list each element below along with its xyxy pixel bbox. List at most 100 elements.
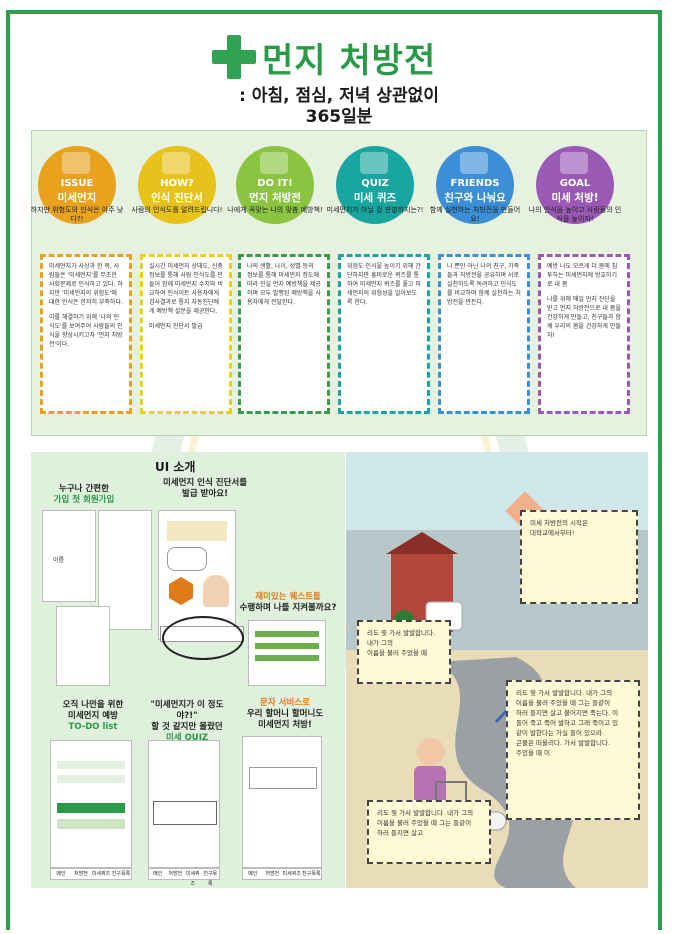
quiz-screen <box>148 740 220 868</box>
caption-sms-line1: 문자 서비스로 <box>260 698 310 708</box>
caption-quest-line1: 재미있는 퀘스트를 <box>255 592 321 602</box>
caption-todo: 오직 나만을 위한 미세먼지 예방 TO-DO list <box>48 700 138 733</box>
card-body-text-2: 미세먼지 진단서 발급 <box>149 323 203 330</box>
quiz-answer-box[interactable] <box>153 801 217 825</box>
tab-3[interactable]: 미세퀴즈 <box>91 871 111 877</box>
bubble-story-3: 리도 뭣 가서 발발합니다. 내가 그의 이름을 불러 주었을 때 그는 들같이… <box>367 800 491 864</box>
category-description: 나에게 꼭맞는 나의 맞춤 예방책! <box>227 206 323 214</box>
bubble-university: 미세 처방전의 시작은 대학교에서부터! <box>520 510 638 604</box>
caption-signup-line1: 누구나 간편한 <box>59 484 109 494</box>
diagnosis-header-card <box>167 521 227 541</box>
category-description: 하지만 위험도의 인식은 아주 낮다?! <box>30 206 124 223</box>
caption-signup: 누구나 간편한 가입 첫 회원가입 <box>44 484 124 506</box>
tab-4[interactable]: 친구목록 <box>111 871 131 877</box>
caption-diagnosis-line1: 미세먼지 인식 진단서를 <box>162 478 248 488</box>
trophy-icon <box>560 152 588 174</box>
caption-sms-line2: 우리 할머니 할머니도 <box>246 709 324 719</box>
card-body-text: 미세먼지가 사상과 한 목, 사람들은 '미세먼지'를 무조한 사회문제로 인식… <box>49 263 123 306</box>
page-title: 먼지 처방전 <box>262 41 437 81</box>
tab-4[interactable]: 친구목록 <box>302 871 321 877</box>
speech-bubble <box>167 547 207 571</box>
quest-progress-bar <box>255 631 319 637</box>
category-description: 나의 인식을 높이고 사람들의 인식을 높이자! <box>528 206 622 223</box>
caption-quiz-line1: "미세먼지가 이 정도야?!" <box>150 700 224 721</box>
sms-message <box>249 767 317 789</box>
category-ko-label: 먼지 처방전 <box>249 192 301 204</box>
category-en-label: HOW? <box>160 178 194 189</box>
tab-2[interactable]: 처방전 <box>168 871 183 877</box>
tab-2[interactable]: 처방전 <box>74 871 88 877</box>
category-description: 사람의 인식도를 알려드립니다! <box>131 206 223 214</box>
caption-quest-line2: 수행하며 나를 지켜볼까요? <box>239 603 337 613</box>
todo-item[interactable] <box>57 775 125 783</box>
todo-item[interactable] <box>57 761 125 769</box>
category-ko-label: 친구와 나눠요 <box>444 192 506 204</box>
highlight-circle <box>162 616 244 660</box>
clipboard-icon <box>162 152 190 174</box>
category-badge-3: DO IT! 먼지 처방전 나에게 꼭맞는 나의 맞춤 예방책! <box>227 146 323 224</box>
card-body-text: 나 뿐만 아닌 나의 친구, 가족들과 처방전을 공유하며 서로 실천하도록 독… <box>447 263 521 306</box>
page-subtitle: : 아침, 점심, 저녁 상관없이 365일분 <box>0 86 678 128</box>
caption-sms: 문자 서비스로 우리 할머니 할머니도 미세먼지 처방! <box>238 698 332 731</box>
category-card-2: 실시간 미세먼지 상태도, 신중 정보를 통해 사람 인식도를 만들어 함께 미… <box>140 254 232 414</box>
tab-1[interactable]: 메인 <box>56 871 66 877</box>
caption-quiz: "미세먼지가 이 정도야?!" 할 것 같지만 몰랐던 미세 QUIZ <box>142 700 232 744</box>
card-body-text: 위험도 인식을 높이기 위해 간단하지만 흥미로운 퀴즈를 통하여 미세먼지 퀴… <box>347 263 421 306</box>
caption-signup-line2: 가입 첫 회원가입 <box>53 495 115 505</box>
category-en-label: FRIENDS <box>450 178 500 189</box>
category-ko-label: 인식 진단서 <box>151 192 203 204</box>
todo-screen <box>50 740 132 868</box>
category-badge-6: GOAL 미세 처방! 나의 인식을 높이고 사람들의 인식을 높이자! <box>529 146 621 224</box>
tab-bar: 메인 처방전 미세퀴즈 친구목록 <box>50 868 132 880</box>
card-body-text: 예방 나도 모르게 더 몸에 침투하는 미세먼지에 방호하기로 내 몸 <box>547 263 618 288</box>
caption-quiz-line3: 미세 QUIZ <box>165 733 209 743</box>
caption-diagnosis-line2: 발급 받아요! <box>182 489 228 499</box>
category-badge-4: QUIZ 미세 퀴즈 미세먼지가 아닐 걸 판별하지는?! <box>327 146 423 224</box>
todo-item-done[interactable] <box>57 803 125 813</box>
shield-badge-icon <box>169 577 193 605</box>
card-body-text-2: 나를 위해 매일 먼지 진단을 받고 먼지 처방전으로 내 몸을 건강하게 만들… <box>547 296 621 339</box>
category-en-label: QUIZ <box>361 178 389 189</box>
category-ko-label: 미세 처방! <box>551 192 599 204</box>
quest-progress-bar <box>255 643 319 649</box>
sms-screen <box>242 736 322 868</box>
caption-diagnosis: 미세먼지 인식 진단서를 발급 받아요! <box>150 478 260 500</box>
category-card-5: 나 뿐만 아닌 나의 친구, 가족들과 처방전을 공유하며 서로 실천하도록 독… <box>438 254 530 414</box>
caption-sms-line3: 미세먼지 처방! <box>258 720 312 730</box>
alert-sign-icon <box>62 152 90 174</box>
tab-3[interactable]: 미세퀴즈 <box>185 871 200 887</box>
page-frame <box>6 10 662 930</box>
category-card-4: 위험도 인식을 높이기 위해 간단하지만 흥미로운 퀴즈를 통하여 미세먼지 퀴… <box>338 254 430 414</box>
tab-2[interactable]: 처방전 <box>265 871 280 877</box>
tab-bar: 메인 처방전 미세퀴즈 친구목록 <box>148 868 220 887</box>
card-body-text: 실시간 미세먼지 상태도, 신중 정보를 통해 사람 인식도를 만들어 함께 미… <box>149 263 223 315</box>
tab-3[interactable]: 미세퀴즈 <box>282 871 301 877</box>
category-en-label: ISSUE <box>60 178 94 189</box>
grandma-head <box>417 738 445 766</box>
ui-section-title: UI 소개 <box>155 460 196 474</box>
category-en-label: GOAL <box>559 178 591 189</box>
category-ko-label: 미세먼지 <box>57 192 97 204</box>
card-body-text-2: 이를 해결하기 위해 '나의 인식도'를 보여주어 사람들의 인식을 향상시키고… <box>49 314 123 348</box>
subtitle-line-2: 365일분 <box>305 107 373 127</box>
signup-screen-1: 이름 <box>42 510 96 602</box>
caption-quest: 재미있는 퀘스트를 수행하며 나를 지켜볼까요? <box>238 592 338 614</box>
tab-1[interactable]: 메인 <box>248 871 258 877</box>
caption-quiz-line2: 할 것 같지만 몰랐던 <box>151 722 223 732</box>
subtitle-line-1: : 아침, 점심, 저녁 상관없이 <box>239 86 439 106</box>
bubble-story-1: 리도 뭣 가서 발발합니다. 내가 그의 이름을 불러 주었을 때 <box>357 620 451 684</box>
doctor-avatar <box>203 575 229 607</box>
category-card-1: 미세먼지가 사상과 한 목, 사람들은 '미세먼지'를 무조한 사회문제로 인식… <box>40 254 132 414</box>
green-cross-icon <box>212 35 256 79</box>
tab-4[interactable]: 친구목록 <box>203 871 218 887</box>
tab-1[interactable]: 메인 <box>153 871 163 877</box>
bubble-story-2: 리도 뭣 가서 발발합니다. 내가 그의 이름을 불러 주었을 때 그는 들같이… <box>506 680 640 820</box>
todo-item[interactable] <box>57 819 125 829</box>
handshake-icon <box>260 152 288 174</box>
category-description: 함께 실천하는 처방전을 만들어요! <box>429 206 521 223</box>
quest-screen <box>248 620 326 686</box>
category-card-3: 나의 생활, 나이, 성별 등의 정보를 통해 미세먼지 정도에 따라 진실 먼… <box>238 254 330 414</box>
tab-bar: 메인 처방전 미세퀴즈 친구목록 <box>242 868 322 880</box>
